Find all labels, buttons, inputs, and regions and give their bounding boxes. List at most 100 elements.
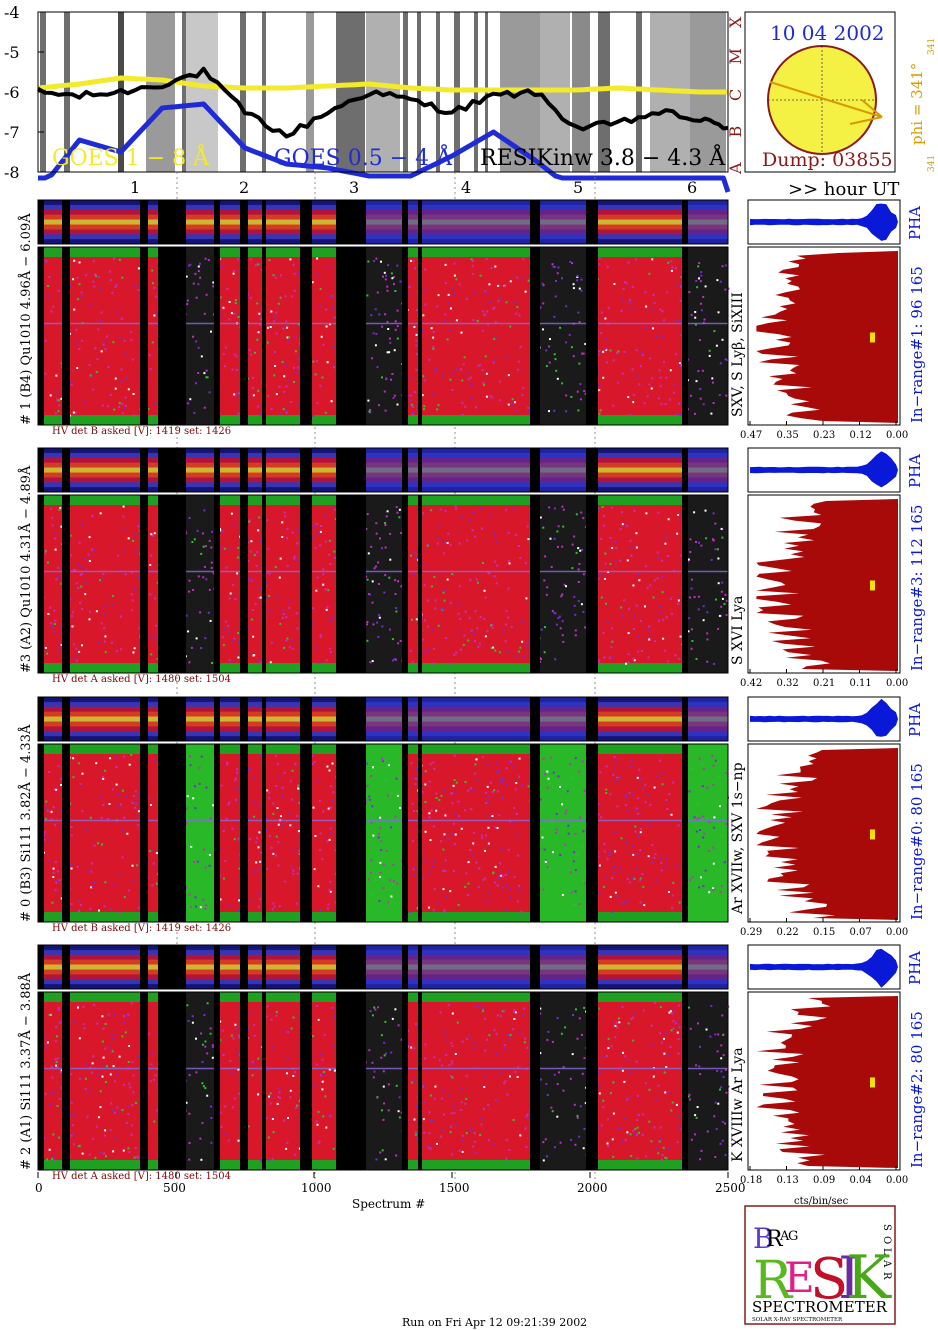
spectrogram-pixel <box>374 308 377 311</box>
spectrogram-pixel <box>155 852 158 855</box>
spectrogram-pixel <box>480 1117 483 1120</box>
spectrogram-pixel <box>616 805 619 808</box>
spectrogram-pixel <box>330 506 333 509</box>
spectrogram-pixel <box>574 629 577 632</box>
spectrogram-pixel <box>323 1033 326 1036</box>
spectrogram-pixel <box>493 1029 496 1032</box>
spectrogram-pixel <box>452 870 455 872</box>
spectrogram-pixel <box>256 338 259 341</box>
spectrogram-pixel <box>428 816 431 819</box>
spectrogram-pixel <box>545 349 548 352</box>
spectrogram-pixel <box>198 766 201 769</box>
spectrogram-pixel <box>195 296 198 299</box>
spectrogram-pixel <box>258 312 261 315</box>
spectrum-gap <box>530 448 540 492</box>
spectrogram-pixel <box>565 585 567 588</box>
spectrogram-pixel <box>491 626 494 629</box>
pha-profile <box>750 203 898 242</box>
spectrogram-pixel <box>485 791 487 794</box>
spectrogram-pixel <box>60 784 62 786</box>
spectrogram-pixel <box>559 326 562 329</box>
spectrum-gap <box>240 945 248 989</box>
spectrogram-pixel <box>539 798 542 801</box>
spectrogram-pixel <box>476 778 479 781</box>
spectrogram-pixel <box>445 637 448 639</box>
spectrogram-pixel <box>671 266 674 269</box>
spectrogram-pixel <box>409 650 412 653</box>
spectrogram-pixel <box>647 855 650 858</box>
spectrogram-pixel <box>542 328 544 331</box>
spectrogram-pixel <box>52 806 55 809</box>
spectrogram-pixel <box>128 1082 131 1085</box>
spectrogram-pixel <box>498 651 501 654</box>
spectrogram-pixel <box>91 514 94 517</box>
spectrogram-pixel <box>278 776 281 779</box>
spectrogram-pixel <box>289 258 292 261</box>
spectrogram-pixel <box>94 274 97 277</box>
spectrogram-pixel <box>437 294 440 297</box>
spectrogram-pixel <box>723 603 726 605</box>
spectrogram-gap <box>418 247 422 425</box>
spectrogram-zone <box>688 992 728 1170</box>
spectrogram-pixel <box>408 395 411 398</box>
spectrogram-pixel <box>98 909 100 912</box>
spectrogram-pixel <box>224 365 226 368</box>
spectrogram-pixel <box>250 579 253 582</box>
histogram-tick-label: 0.00 <box>886 1175 908 1186</box>
spectrogram-pixel <box>377 635 380 638</box>
spectrogram-pixel <box>483 1108 485 1110</box>
spectrogram-pixel <box>237 258 239 261</box>
spectrogram-pixel <box>648 629 651 632</box>
spectrogram-pixel <box>471 264 474 267</box>
spectrogram-pixel <box>512 1028 515 1031</box>
spectrogram-pixel <box>665 1157 668 1160</box>
spectrogram-pixel <box>410 377 412 380</box>
spectrogram-pixel <box>680 1128 683 1131</box>
pha-label: PHA <box>906 951 924 985</box>
spectrogram-pixel <box>548 782 551 785</box>
spectrogram-pixel <box>72 611 74 614</box>
spectrogram-pixel <box>509 1034 512 1037</box>
spectrum-strip-region <box>366 697 418 741</box>
spectrogram-pixel <box>433 1097 436 1100</box>
spectrogram-pixel <box>632 584 635 587</box>
spectrogram-pixel <box>554 658 557 661</box>
spectrogram-pixel <box>219 296 222 299</box>
spectrogram-pixel <box>501 797 504 800</box>
spectrogram-pixel <box>286 1057 289 1060</box>
spectrogram-pixel <box>127 1013 130 1016</box>
spectrogram-pixel <box>289 824 292 827</box>
spectrogram-pixel <box>332 1045 335 1048</box>
spectrogram-pixel <box>540 658 542 660</box>
spectrogram-pixel <box>219 529 222 532</box>
spectrogram-pixel <box>219 546 222 549</box>
spectrogram-pixel <box>577 853 579 856</box>
spectrogram-pixel <box>597 577 600 580</box>
spectrum-gap <box>530 945 540 989</box>
spectrogram-pixel <box>122 515 125 518</box>
spectrogram-pixel <box>428 1144 431 1147</box>
spectrogram-pixel <box>51 524 54 527</box>
spectrogram-pixel <box>444 263 447 266</box>
spectrogram-pixel <box>268 595 271 597</box>
spectrogram-pixel <box>94 1156 97 1159</box>
spectrogram-pixel <box>275 393 278 396</box>
spectrogram-pixel <box>369 661 372 664</box>
spectrogram-pixel <box>690 587 693 590</box>
spectrogram-pixel <box>555 832 557 834</box>
spectrogram-pixel <box>195 637 198 640</box>
spectrogram-pixel <box>613 766 616 769</box>
spectrogram-pixel <box>486 323 489 326</box>
spectrogram-gap <box>214 992 220 1170</box>
spectrogram-pixel <box>69 802 72 805</box>
spectrogram-pixel <box>582 517 585 520</box>
spectrogram-pixel <box>427 1146 430 1149</box>
spectrogram-pixel <box>665 616 668 619</box>
spectrogram-pixel <box>658 611 661 614</box>
spectrogram-gap <box>62 495 70 673</box>
spectrogram-pixel <box>257 331 260 334</box>
spectrogram-pixel <box>467 789 469 792</box>
spectrogram-pixel <box>379 861 382 864</box>
logo-frame <box>744 1205 896 1325</box>
spectrogram-pixel <box>116 1106 119 1109</box>
